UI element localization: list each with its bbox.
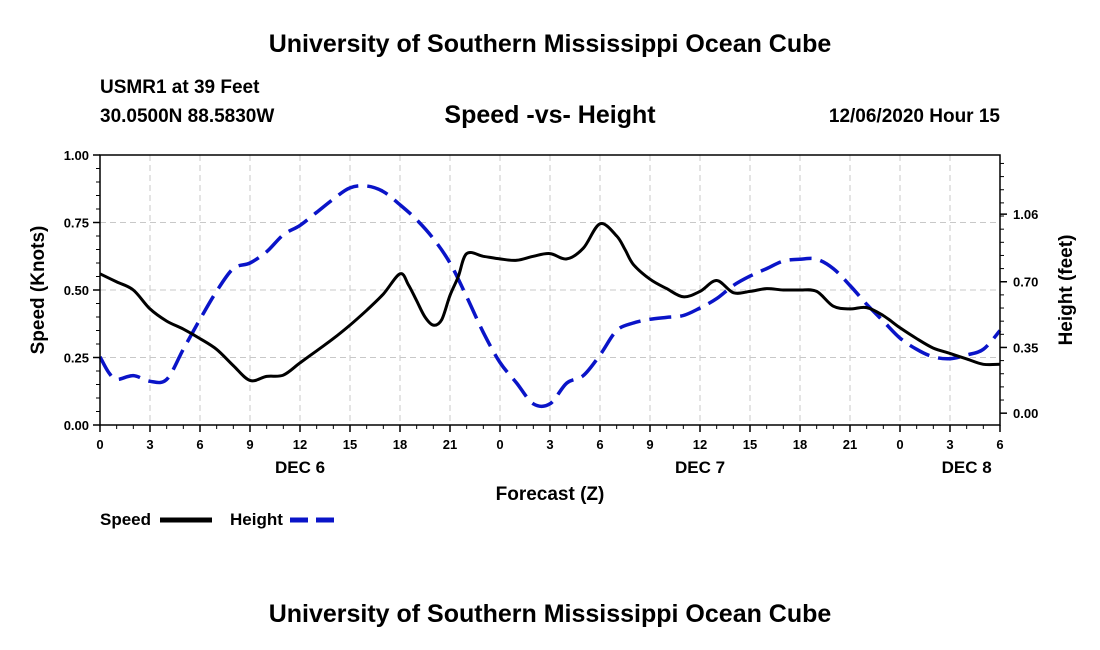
y-tick-label: 1.00 (64, 148, 89, 163)
x-tick-label: 6 (596, 437, 603, 452)
series-layer (98, 183, 1002, 409)
chart-subtitle-text: Speed -vs- Height (444, 101, 656, 129)
x-tick-label: 3 (146, 437, 153, 452)
x-tick-label: 6 (996, 437, 1003, 452)
y-tick-label: 0.00 (64, 418, 89, 433)
x-tick-label: 12 (693, 437, 707, 452)
y-axis-label: Speed (Knots) (28, 226, 49, 355)
x-tick-label: 3 (546, 437, 553, 452)
y-tick-label: 0.50 (64, 283, 89, 298)
legend-height-label: Height (230, 510, 283, 529)
coordinates-label: 30.0500N 88.5830W (100, 106, 275, 127)
station-label: USMR1 at 39 Feet (100, 77, 260, 98)
x-tick-label: 15 (343, 437, 357, 452)
height-series-line (98, 183, 1002, 409)
y-tick-label: 0.75 (64, 216, 89, 231)
y2-tick-label: 0.00 (1013, 406, 1038, 421)
x-tick-label: 12 (293, 437, 307, 452)
footer-title: University of Southern Mississippi Ocean… (268, 600, 832, 628)
chart-subtitle: Speed -vs- Height (0, 101, 1100, 130)
x-tick-label: 3 (946, 437, 953, 452)
x-axis-label: Forecast (Z) (496, 484, 605, 505)
grid-lines (100, 155, 1000, 425)
day-label: DEC 7 (675, 458, 725, 477)
x-tick-label: 6 (196, 437, 203, 452)
y2-tick-label: 0.70 (1013, 275, 1038, 290)
x-tick-label: 21 (443, 437, 457, 452)
y-tick-label: 0.25 (64, 351, 89, 366)
y2-tick-label: 0.35 (1013, 340, 1038, 355)
x-tick-label: 0 (96, 437, 103, 452)
x-tick-label: 15 (743, 437, 757, 452)
forecast-datetime: 12/06/2020 Hour 15 (828, 106, 1000, 127)
x-tick-label: 9 (246, 437, 253, 452)
day-label: DEC 8 (942, 458, 992, 477)
axes-layer: 0 3 6 9 12 15 18 21 0 3 6 9 12 15 18 21 0 3 6 DEC 6 DEC 7 DEC… (64, 148, 1039, 477)
x-tick-label: 9 (646, 437, 653, 452)
y2-tick-label: 1.06 (1013, 207, 1038, 222)
y2-axis-label: Height (feet) (1056, 235, 1077, 346)
legend: Speed Height (100, 510, 342, 529)
x-tick-label: 21 (843, 437, 857, 452)
day-label: DEC 6 (275, 458, 325, 477)
x-tick-label: 0 (496, 437, 503, 452)
legend-speed-label: Speed (100, 510, 151, 529)
x-tick-label: 18 (793, 437, 807, 452)
page-title: University of Southern Mississippi Ocean… (268, 30, 832, 58)
x-tick-label: 18 (393, 437, 407, 452)
speed-series-line (99, 222, 1001, 383)
x-tick-label: 0 (896, 437, 903, 452)
